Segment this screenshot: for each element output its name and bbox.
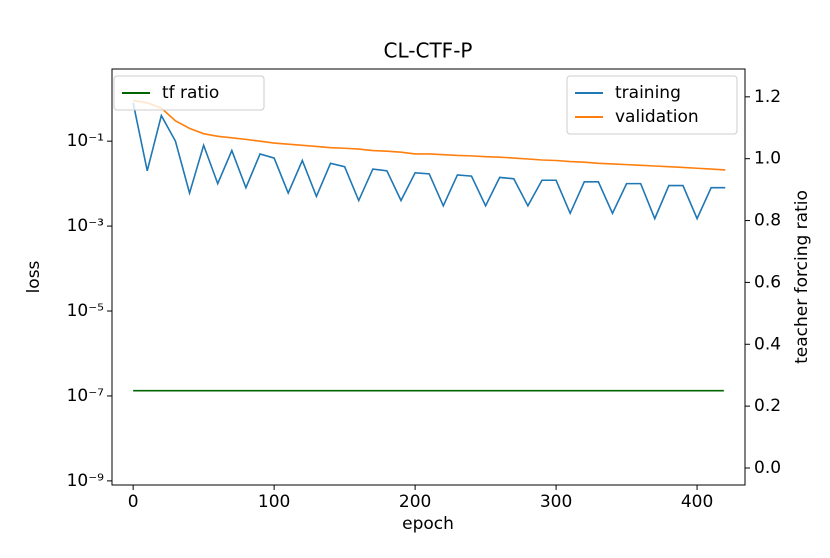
y-tick-label: 10⁻³: [67, 216, 104, 236]
y-tick-label: 10⁻¹: [67, 131, 104, 151]
legend-box: [113, 75, 265, 111]
y2-tick-label: 0.0: [754, 458, 781, 478]
y-tick-label: 10⁻⁹: [67, 471, 105, 491]
y2-tick-label: 1.2: [754, 87, 781, 107]
x-tick-label: 100: [258, 492, 290, 512]
legend-label: tf ratio: [162, 83, 219, 103]
line-y: [132, 102, 726, 221]
x-tick-label: 200: [399, 492, 431, 512]
y2-tick-label: 0.2: [754, 396, 781, 416]
y2-tick-label: 0.4: [754, 334, 781, 354]
x-tick-label: 0: [128, 492, 139, 512]
chart-title: CL-CTF-P: [384, 39, 473, 63]
y2-tick-label: 1.0: [754, 149, 781, 169]
legend-box: [566, 75, 738, 135]
line-y: [133, 99, 726, 171]
y-axis-label: loss: [24, 260, 44, 293]
x-tick-label: 300: [540, 492, 572, 512]
legend-label: validation: [615, 107, 699, 127]
y-tick-label: 10⁻⁷: [67, 386, 105, 406]
legend-label: training: [615, 83, 681, 103]
x-tick-label: 400: [681, 492, 713, 512]
x-axis-label: epoch: [402, 514, 454, 534]
y2-tick-label: 0.6: [754, 272, 781, 292]
y2-tick-label: 0.8: [754, 211, 781, 231]
plot-frame: [111, 68, 746, 486]
y-tick-label: 10⁻⁵: [67, 301, 104, 321]
y2-axis-label: teacher forcing ratio: [792, 190, 812, 364]
